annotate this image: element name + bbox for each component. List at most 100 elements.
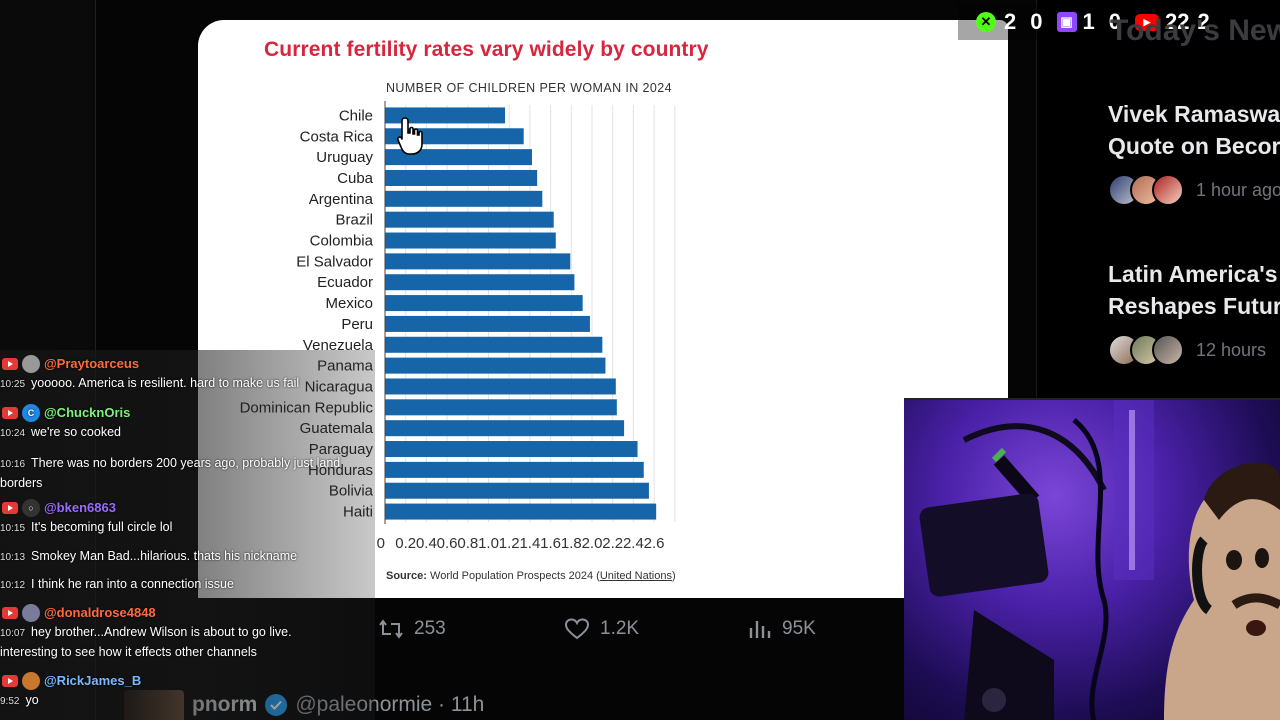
avatar: C [22,404,40,422]
bar-el-salvador [385,253,571,270]
chat-text: yo [25,693,39,707]
retweet-button[interactable]: 253 [378,618,446,640]
chat-username[interactable]: @donaldrose4848 [44,605,156,620]
webcam-scene [919,400,1280,720]
chat-username[interactable]: @RickJames_B [44,673,142,688]
bar-panama [385,357,606,374]
chat-username[interactable]: @ChucknOris [44,405,131,420]
live-chat-overlay: @Praytoarceus 10:25 yooooo. America is re… [0,350,375,720]
chart-source: Source: World Population Prospects 2024 … [386,570,676,582]
chat-time: 10:25 [0,379,26,390]
news-time: 12 hours [1196,339,1267,360]
twitch-count: 1 [1082,9,1095,34]
bar-chart: Chile Costa Rica Uruguay Cuba Argentina Brazi… [240,101,676,552]
x-tick-label: 0.8 [457,535,478,552]
x-tick-label: 2.0 [582,535,603,552]
chat-text: we're so cooked [31,425,121,439]
views-chart-icon [749,621,771,638]
like-count: 1.2K [600,618,640,639]
bar-paraguay [385,441,638,458]
chat-time: 10:15 [0,523,26,534]
chat-time: 10:12 [0,580,26,591]
retweet-icon [379,619,403,639]
news-item[interactable]: Vivek Ramaswa Quote on Becor 1 hour ago [1108,98,1280,206]
chat-message: 10:16 There was no borders 200 years ago,… [0,454,345,492]
youtube-count: 22 [1165,9,1190,34]
category-label: Argentina [309,191,374,208]
category-label: Cuba [337,170,374,187]
bar-chile [385,107,506,124]
bar-honduras [385,461,644,478]
chat-message: C @ChucknOris 10:24 we're so cooked [0,403,375,443]
bar-guatemala [385,420,625,437]
youtube-extra-count: 2 [1197,9,1210,34]
category-label: Brazil [335,212,373,229]
chat-text: I think he ran into a connection issue [31,577,234,591]
chat-text: There was no borders 200 years ago, prob… [0,456,341,490]
kick-extra-counter: 0 [1030,9,1042,35]
x-tick-label: 0.6 [437,535,458,552]
x-tick-label: 1.8 [561,535,582,552]
chat-message: @donaldrose4848 10:07 hey brother...Andre… [0,603,340,661]
like-button[interactable]: 1.2K [564,618,639,640]
avatar [22,355,40,373]
news-item[interactable]: Latin America's Reshapes Futur 12 hours [1108,258,1280,366]
chat-text: Smokey Man Bad...hilarious. thats his ni… [31,549,298,563]
bar-colombia [385,232,556,249]
category-label: Chile [339,107,373,124]
avatar [22,672,40,690]
avatar: ○ [22,499,40,517]
source-label: Source: [386,570,427,582]
youtube-icon [2,502,18,514]
avatar [22,604,40,622]
views-button[interactable]: 95K [748,618,816,640]
chat-message: @Praytoarceus 10:25 yooooo. America is re… [0,354,375,394]
tweet-image-chart[interactable]: Chile Costa Rica Uruguay Cuba Argentina Brazi… [198,20,1008,598]
chat-time: 10:24 [0,428,26,439]
chat-time: 10:07 [0,628,26,639]
x-tick-label: 2.4 [623,535,644,552]
bar-argentina [385,190,543,207]
retweet-count: 253 [414,618,446,639]
x-tick-label: 1.4 [519,535,540,552]
bar-cuba [385,169,538,186]
news-heading: Today's News [1110,14,1280,47]
chart-title: Current fertility rates vary widely by c… [264,38,709,61]
hand-cursor-icon [397,117,423,155]
news-title-line2: Reshapes Futur [1108,293,1280,319]
chat-username[interactable]: @bken6863 [44,500,116,515]
youtube-icon [2,358,18,370]
chat-text: yooooo. America is resilient. hard to ma… [31,376,300,390]
bar-haiti [385,503,657,520]
x-tick-label: 0.4 [416,535,437,552]
youtube-icon [2,607,18,619]
chat-time: 9:52 [0,696,20,707]
chat-text: It's becoming full circle lol [31,520,173,534]
news-title-line2: Quote on Becor [1108,133,1280,159]
chat-username[interactable]: @Praytoarceus [44,356,140,371]
x-tick-label: 1.6 [540,535,561,552]
chart-subtitle: NUMBER OF CHILDREN PER WOMAN IN 2024 [386,81,672,95]
viewer-counters: ✕ 2 0 ▣ 1 0 ▶ 22 2 [958,4,1280,40]
youtube-icon [2,407,18,419]
twitch-counter: ▣ 1 [1056,9,1095,35]
chat-message: 10:13 Smokey Man Bad...hilarious. thats h… [0,547,375,567]
chat-time: 10:13 [0,552,26,563]
avatar-group [1108,334,1184,366]
chat-message: ○ @bken6863 10:15 It's becoming full circl… [0,498,375,538]
youtube-icon [2,675,18,687]
x-tick-label: 2.2 [602,535,623,552]
chat-message: 10:12 I think he ran into a connection is… [0,575,375,595]
news-meta: 12 hours [1108,334,1280,366]
news-title-line1: Vivek Ramaswa [1108,101,1280,127]
tweet-actions: 253 1.2K 95K [196,618,896,652]
category-label: Mexico [325,295,373,312]
kick-count: 2 [1004,9,1017,34]
source-close: ) [671,570,676,582]
kick-icon: ✕ [976,12,996,32]
twitch-extra-counter: 0 [1109,9,1121,35]
youtube-icon: ▶ [1135,13,1159,31]
category-label: El Salvador [296,253,373,270]
source-text: World Population Prospects 2024 ( [430,570,600,582]
source-link[interactable]: United Nations [599,570,672,582]
